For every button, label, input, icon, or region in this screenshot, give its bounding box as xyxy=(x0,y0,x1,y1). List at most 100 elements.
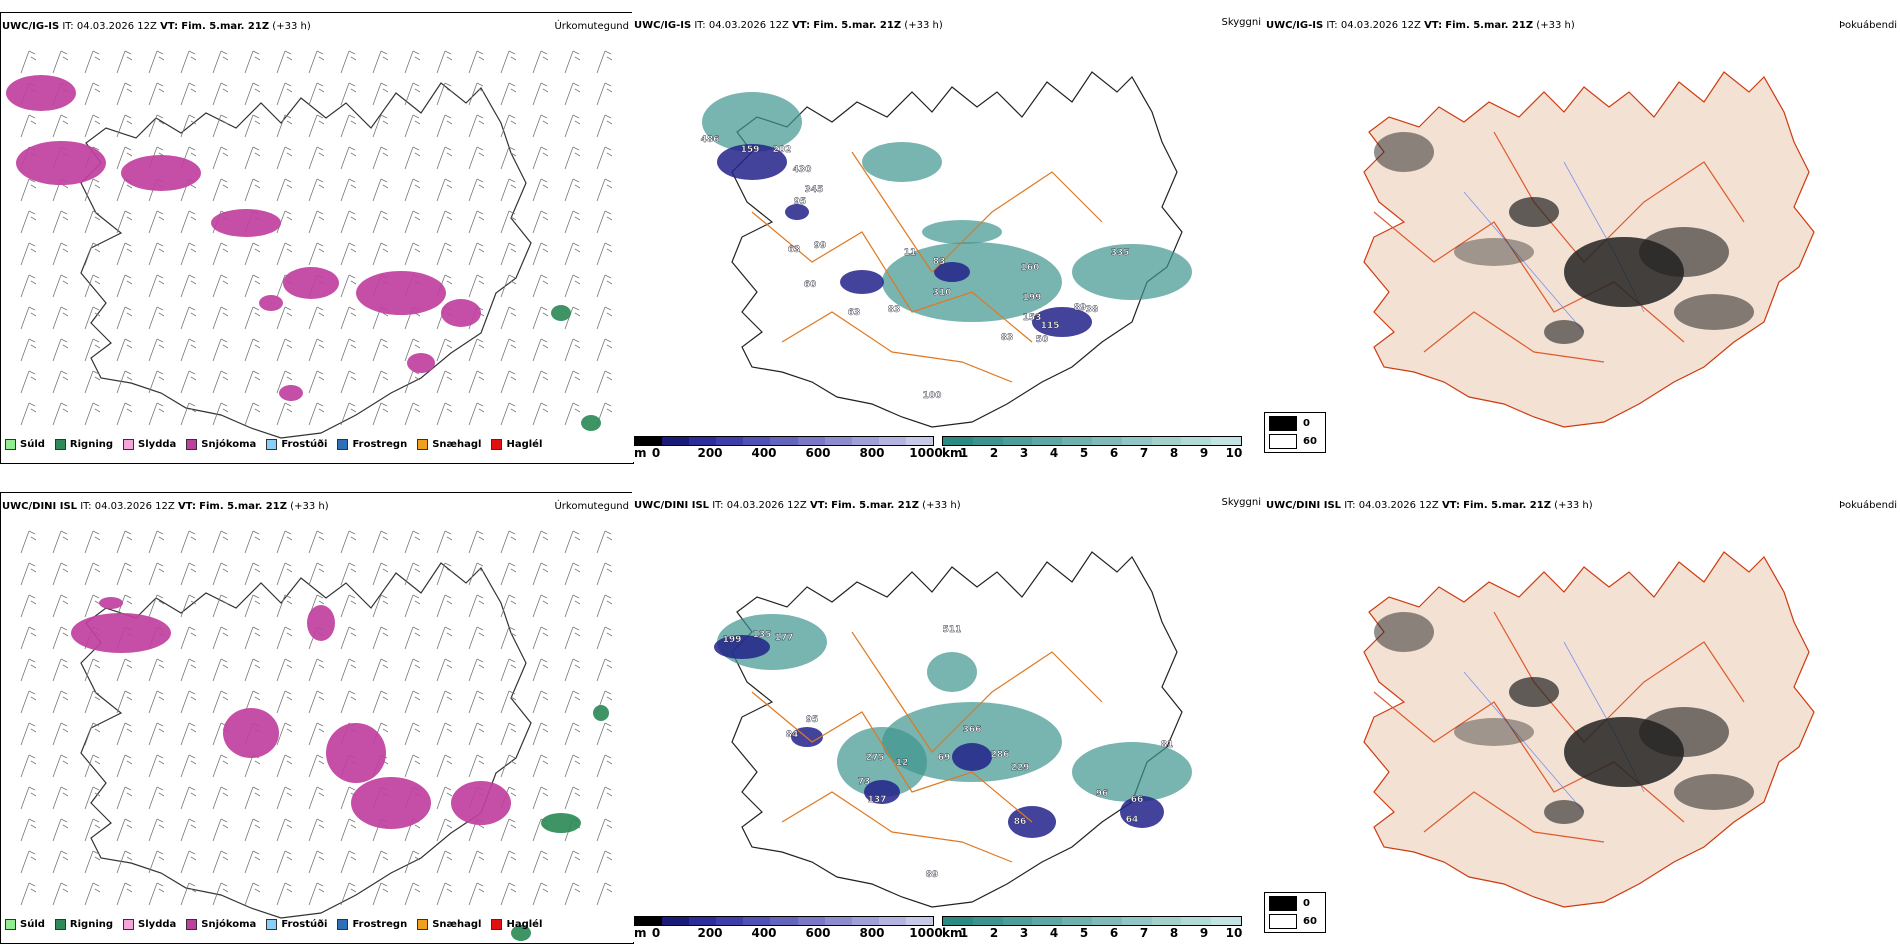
wind-barb xyxy=(116,754,133,778)
wind-barb xyxy=(532,402,549,426)
wind-barb xyxy=(52,370,69,394)
wind-barb xyxy=(20,754,37,778)
cloudbase-value-label: 229 xyxy=(1011,763,1030,773)
wind-barb xyxy=(436,626,453,650)
wind-barb xyxy=(52,722,69,746)
fog-index-map xyxy=(1363,71,1815,428)
wind-barb xyxy=(468,242,485,266)
precip-area xyxy=(551,305,571,321)
precip-area xyxy=(307,605,335,641)
wind-barb xyxy=(180,818,197,842)
wind-barb xyxy=(180,82,197,106)
wind-barb xyxy=(244,82,261,106)
wind-barb xyxy=(564,306,581,330)
wind-barb xyxy=(148,754,165,778)
wind-barb xyxy=(308,882,325,906)
colorbar-cell xyxy=(1121,917,1152,925)
precip-legend-item: Frostúði xyxy=(266,919,327,930)
precip-area xyxy=(99,597,123,609)
wind-barb xyxy=(404,146,421,170)
wind-barb xyxy=(436,594,453,618)
precip-title: Úrkomutegund xyxy=(554,501,629,512)
colorbar-tick-label: 1000 xyxy=(909,446,943,460)
wind-barb xyxy=(276,210,293,234)
wind-barb xyxy=(308,114,325,138)
wind-barb xyxy=(212,370,229,394)
wind-barb xyxy=(276,722,293,746)
cloudbase-panel-row2: 199 135 177 511 95 84 275 12 69 366 286 229 73 137 86 6… xyxy=(632,492,1264,942)
legend-swatch xyxy=(186,919,198,930)
wind-barb xyxy=(564,370,581,394)
wind-barb xyxy=(404,50,421,74)
wind-barb xyxy=(372,146,389,170)
road-network xyxy=(751,631,1103,863)
cloudbase-value-label: 310 xyxy=(933,288,952,298)
vt-value: Fim. 5.mar. 21Z xyxy=(831,500,919,511)
wind-barb xyxy=(468,402,485,426)
wind-barb xyxy=(436,242,453,266)
wind-barb xyxy=(596,306,613,330)
wind-barb xyxy=(436,850,453,874)
visibility-area xyxy=(1072,742,1192,802)
colorbar-cell xyxy=(943,437,973,445)
wind-barb xyxy=(52,594,69,618)
precip-area xyxy=(451,781,511,825)
wind-barb xyxy=(212,626,229,650)
wind-barb xyxy=(372,114,389,138)
wind-barb xyxy=(308,658,325,682)
wind-barb xyxy=(308,338,325,362)
wind-barb xyxy=(212,882,229,906)
wind-barb xyxy=(20,402,37,426)
wind-barb xyxy=(308,690,325,714)
wind-barb xyxy=(212,658,229,682)
model-name: UWC/DINI ISL xyxy=(1266,500,1342,511)
colorbar-cell xyxy=(824,437,852,445)
wind-barb xyxy=(404,242,421,266)
wind-barb xyxy=(532,594,549,618)
wind-barb xyxy=(244,402,261,426)
wind-barb xyxy=(372,530,389,554)
colorbar-tick-label: 7 xyxy=(1139,446,1149,460)
fog-area xyxy=(1454,718,1534,746)
wind-barb xyxy=(276,82,293,106)
wind-barb xyxy=(212,690,229,714)
cloudbase-value-label: 486 xyxy=(701,135,720,145)
wind-barb xyxy=(564,722,581,746)
wind-barb xyxy=(244,178,261,202)
wind-barb xyxy=(212,786,229,810)
wind-barb xyxy=(372,178,389,202)
wind-barb xyxy=(84,370,101,394)
wind-barb xyxy=(372,594,389,618)
legend-label: Haglél xyxy=(506,439,543,450)
wind-barb xyxy=(116,882,133,906)
legend-swatch xyxy=(417,919,429,930)
fog-panel-row1: UWC/IG-IS IT: 04.03.2026 12Z VT: Fim. 5.… xyxy=(1264,12,1900,462)
legend-swatch xyxy=(5,439,16,450)
wind-barb xyxy=(404,722,421,746)
wind-barb xyxy=(244,338,261,362)
wind-barb xyxy=(180,370,197,394)
wind-barb xyxy=(532,146,549,170)
colorbar-cell xyxy=(770,437,798,445)
cloudbase-area xyxy=(934,262,970,282)
wind-barb xyxy=(52,786,69,810)
cloudbase-value-label: 202 xyxy=(773,145,792,155)
colorbar-unit: m xyxy=(634,926,647,940)
precip-legend-item: Rigning xyxy=(54,919,113,930)
wind-barb xyxy=(116,146,133,170)
wind-barb xyxy=(596,882,613,906)
fog-legend-swatch xyxy=(1269,896,1297,911)
precip-area xyxy=(259,295,283,311)
wind-barb xyxy=(276,242,293,266)
precip-type-panel-row2: UWC/DINI ISL IT: 04.03.2026 12Z VT: Fim.… xyxy=(0,492,634,944)
fog-legend-item: 0 xyxy=(1269,896,1321,911)
legend-label: Snjókoma xyxy=(201,919,257,930)
wind-barb xyxy=(436,338,453,362)
wind-barb xyxy=(564,690,581,714)
wind-barb xyxy=(596,754,613,778)
wind-barb xyxy=(52,242,69,266)
model-name: UWC/DINI ISL xyxy=(634,500,710,511)
wind-barb xyxy=(116,562,133,586)
wind-barb xyxy=(116,338,133,362)
wind-barb xyxy=(276,594,293,618)
